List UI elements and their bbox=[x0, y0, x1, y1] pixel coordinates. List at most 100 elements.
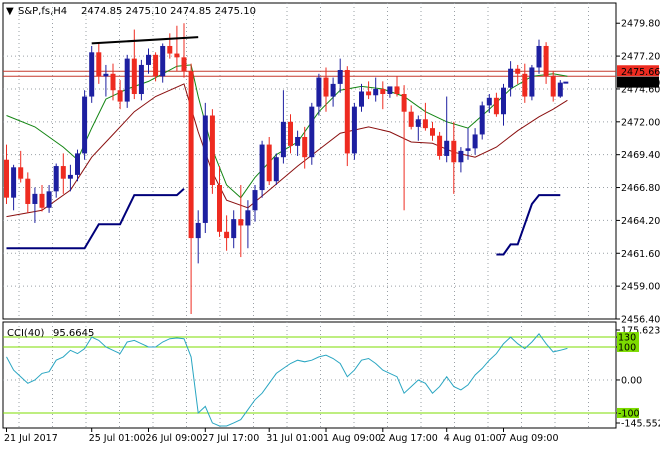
cci-level-tag-box bbox=[617, 407, 639, 418]
cci-axis-label: 0.00 bbox=[621, 375, 642, 386]
candle-body bbox=[472, 134, 478, 149]
moving-averages bbox=[6, 64, 568, 218]
time-axis-label: 27 Jul 17:00 bbox=[202, 433, 259, 444]
candle-body bbox=[138, 64, 144, 95]
candle-body bbox=[11, 167, 17, 198]
candles bbox=[4, 23, 563, 314]
indicator-value: 95.6645 bbox=[53, 328, 94, 339]
fast-ma-line bbox=[6, 64, 568, 199]
candle-body bbox=[75, 153, 80, 175]
chart-header: ▼ S&P,fs,H4 2474.85 2475.10 2474.85 2475… bbox=[6, 6, 256, 17]
candle-body bbox=[174, 53, 180, 58]
candle-body bbox=[103, 73, 109, 77]
candle-body bbox=[32, 193, 38, 204]
time-axis-label: 2 Aug 17:00 bbox=[380, 433, 438, 444]
candle-body bbox=[508, 68, 514, 88]
price-axis-label: 2461.60 bbox=[621, 249, 660, 260]
price-axis-label: 2456.40 bbox=[621, 315, 660, 326]
cci-axis-label: 100 bbox=[618, 342, 636, 353]
cci-line bbox=[6, 332, 568, 427]
candle-body bbox=[557, 82, 563, 97]
candle-body bbox=[373, 88, 379, 96]
candle-body bbox=[344, 69, 350, 154]
main-chart-frame[interactable] bbox=[2, 2, 617, 320]
candle-body bbox=[550, 76, 556, 97]
candle-body bbox=[153, 54, 159, 77]
price-axis-label: 2469.40 bbox=[621, 150, 660, 161]
axes: 2479.80 2477.20 2474.60 2472.00 2469.40 2466.… bbox=[4, 19, 660, 444]
candle-body bbox=[146, 54, 151, 65]
candle-body bbox=[430, 128, 435, 136]
candle-body bbox=[273, 157, 279, 182]
symbol-label: S&P,fs,H4 bbox=[18, 6, 67, 17]
candle-body bbox=[515, 68, 521, 74]
time-axis-label: 21 Jul 2017 bbox=[4, 433, 58, 444]
price-tag-label: 2475.10 bbox=[621, 78, 660, 89]
time-axis-label: 31 Jul 01:00 bbox=[266, 433, 323, 444]
candle-body bbox=[330, 83, 336, 97]
candle-body bbox=[351, 106, 357, 154]
price-axis-label: 2479.80 bbox=[621, 19, 660, 30]
candle-body bbox=[422, 119, 428, 129]
candle-body bbox=[408, 111, 414, 127]
time-axis-label: 1 Aug 09:00 bbox=[323, 433, 381, 444]
candle-body bbox=[266, 144, 272, 182]
ohlc-values: 2474.85 2475.10 2474.85 2475.10 bbox=[81, 6, 256, 17]
cci-axis-label: 130 bbox=[618, 333, 636, 344]
candle-body bbox=[39, 193, 45, 208]
candle-body bbox=[522, 73, 528, 97]
price-tag-label: 2475.66 bbox=[621, 67, 660, 78]
candle-body bbox=[124, 58, 130, 102]
candle-body bbox=[493, 97, 499, 115]
candle-body bbox=[245, 210, 251, 226]
candle-body bbox=[117, 90, 123, 102]
price-axis-label: 2474.60 bbox=[621, 84, 660, 95]
candle-body bbox=[202, 115, 208, 223]
overlays bbox=[6, 36, 569, 256]
candle-body bbox=[89, 52, 95, 97]
candle-body bbox=[337, 69, 343, 84]
candle-body bbox=[444, 140, 450, 156]
price-tag-box bbox=[617, 76, 659, 88]
candle-body bbox=[394, 86, 400, 95]
candle-body bbox=[366, 91, 372, 96]
cci-panel-frame[interactable] bbox=[2, 321, 617, 429]
candle-body bbox=[110, 73, 116, 91]
symbol-icon: ▼ bbox=[6, 6, 14, 17]
candle-body bbox=[380, 88, 386, 95]
candle-body bbox=[465, 148, 471, 151]
candle-body bbox=[295, 136, 301, 146]
price-axis-label: 2459.00 bbox=[621, 282, 660, 293]
candle-body bbox=[209, 115, 215, 186]
candle-body bbox=[259, 144, 265, 191]
time-axis-label: 26 Jul 09:00 bbox=[146, 433, 203, 444]
candle-body bbox=[18, 167, 24, 179]
price-axis-label: 2477.20 bbox=[621, 52, 660, 63]
candle-body bbox=[195, 222, 201, 239]
price-axis-label: 2464.20 bbox=[621, 216, 660, 227]
candle-body bbox=[231, 219, 237, 239]
price-tag-box bbox=[617, 65, 659, 77]
time-axis-label: 7 Aug 09:00 bbox=[501, 433, 559, 444]
candle-body bbox=[46, 191, 52, 208]
support-step-line bbox=[6, 188, 185, 250]
time-axis-label: 4 Aug 01:00 bbox=[444, 433, 502, 444]
time-axis-label: 25 Jul 01:00 bbox=[89, 433, 146, 444]
candle-body bbox=[316, 77, 322, 107]
cci-level-tag-box bbox=[617, 332, 639, 343]
candle-body bbox=[415, 119, 421, 127]
candle-body bbox=[67, 174, 73, 179]
candle-body bbox=[529, 67, 535, 97]
price-axis-label: 2472.00 bbox=[621, 117, 660, 128]
candle-body bbox=[217, 185, 222, 232]
resistance-trendline bbox=[91, 36, 199, 45]
candle-body bbox=[224, 231, 230, 239]
candle-body bbox=[302, 136, 308, 158]
candle-body bbox=[53, 166, 59, 192]
candle-body bbox=[501, 87, 506, 115]
candle-body bbox=[486, 97, 492, 106]
candle-body bbox=[543, 45, 549, 77]
cci-axis-label: -100 bbox=[618, 408, 640, 419]
slow-ma-line bbox=[6, 83, 568, 218]
